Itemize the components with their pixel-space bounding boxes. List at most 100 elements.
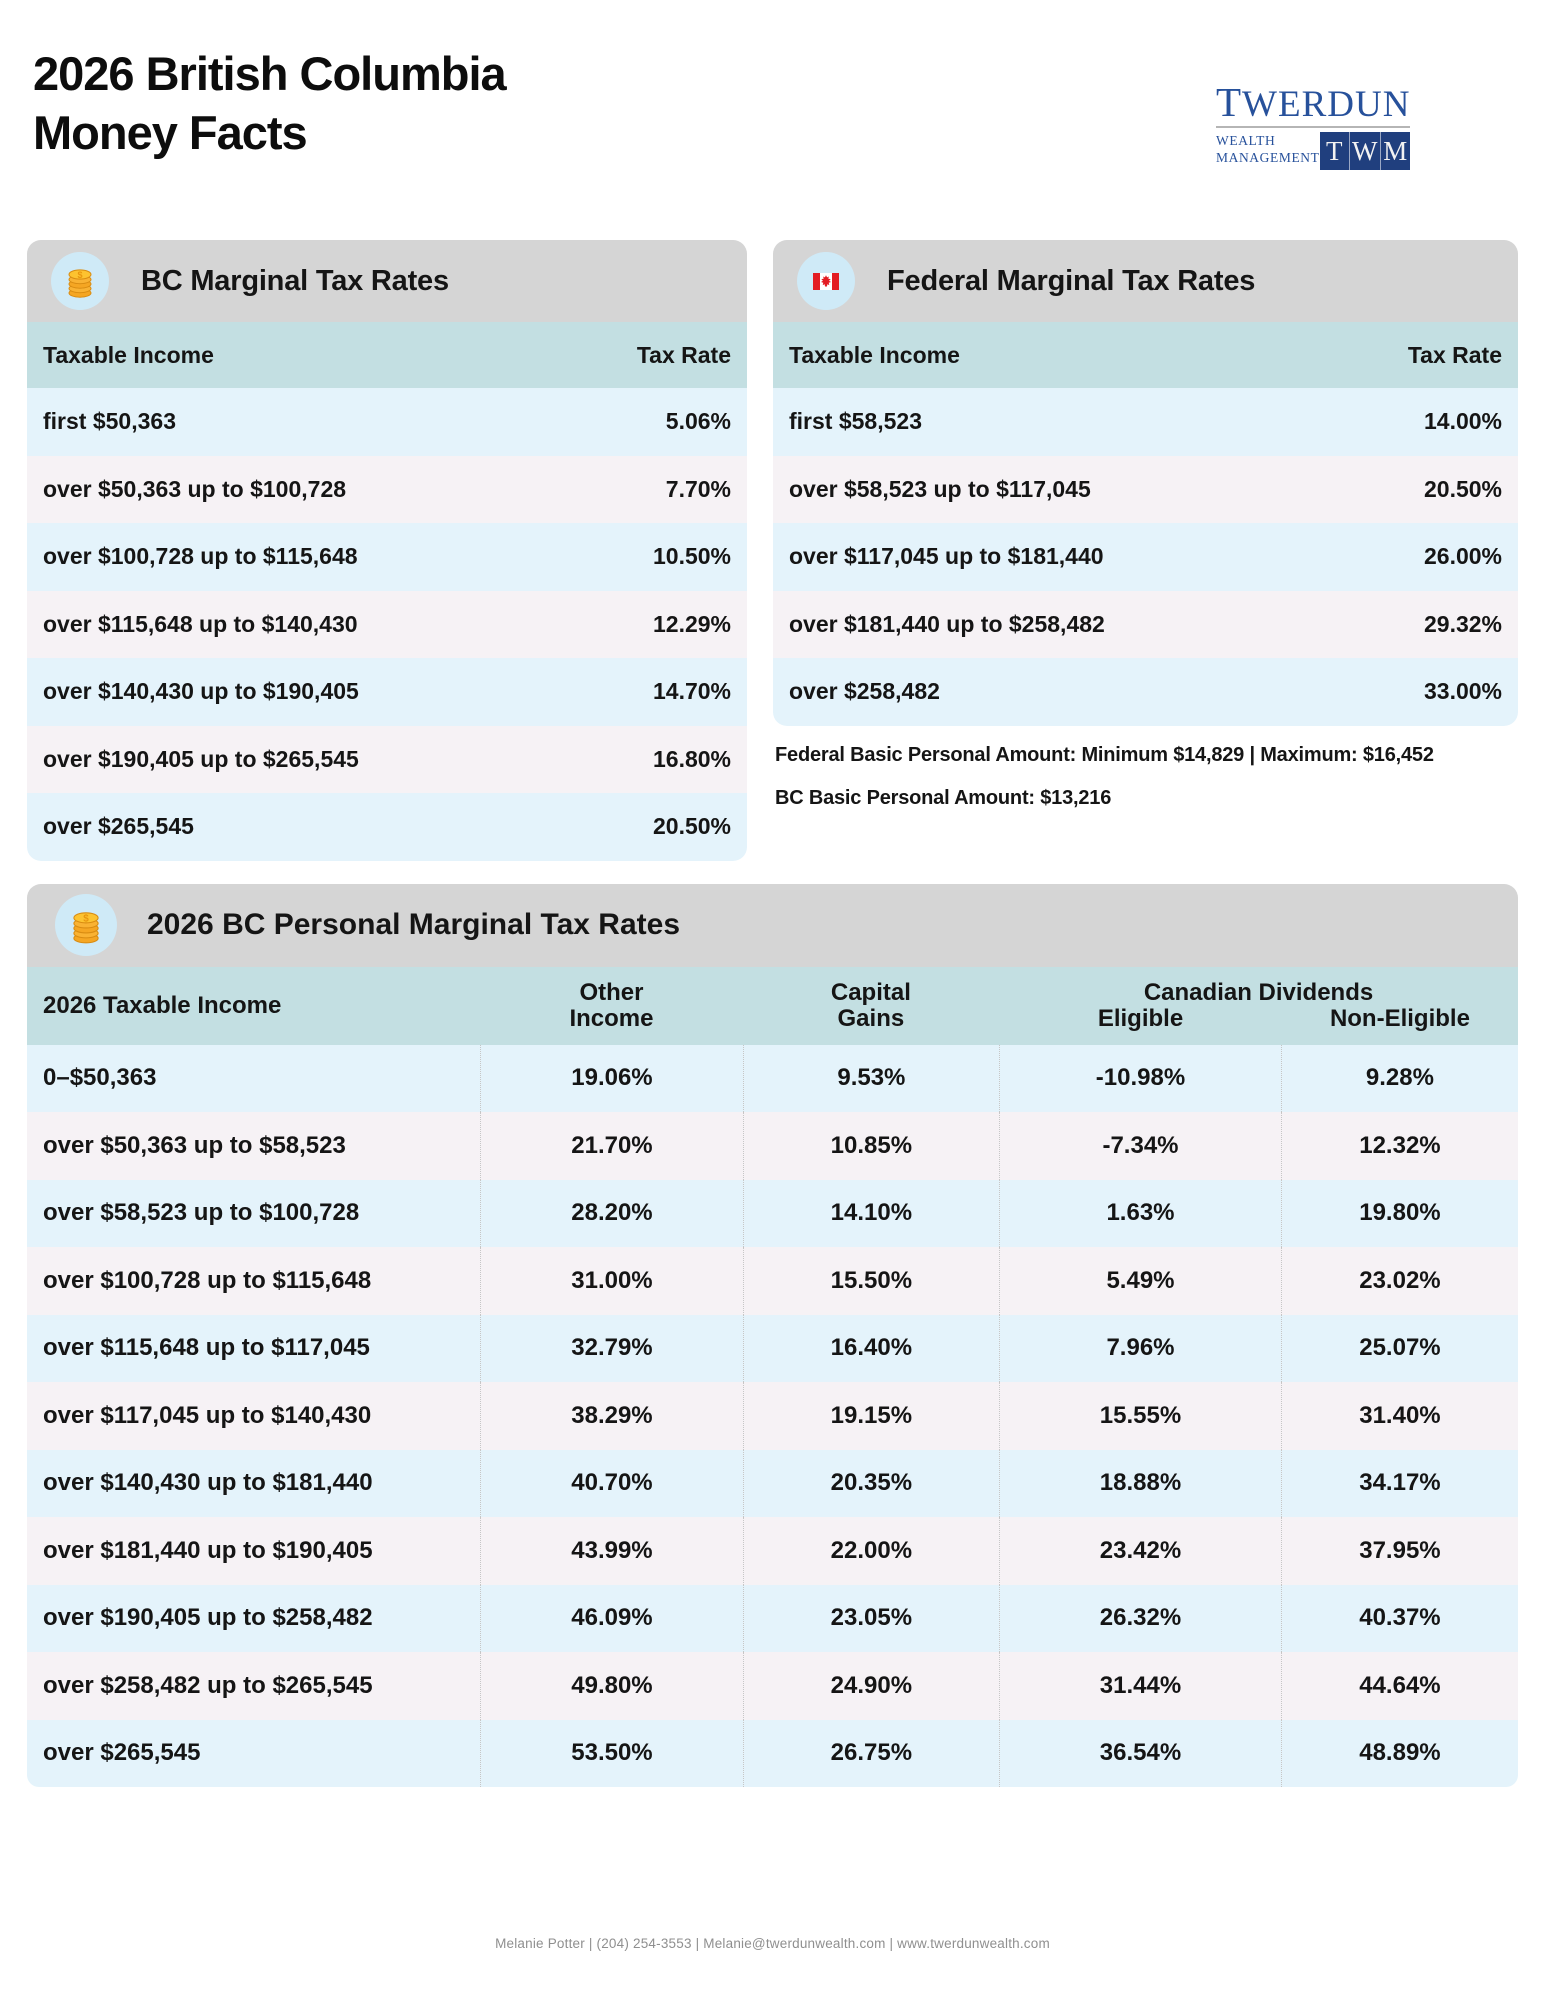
income-range: 0–$50,363	[43, 1064, 157, 1092]
income-range: over $115,648 up to $117,045	[43, 1334, 370, 1362]
income-range: over $181,440 up to $258,482	[789, 610, 1105, 637]
tax-rate-value: 12.29%	[652, 610, 731, 637]
logo-monogram-w: W	[1349, 132, 1380, 170]
income-range: over $50,363 up to $58,523	[43, 1131, 346, 1159]
table-row: over $115,648 up to $140,430 12.29%	[27, 590, 747, 658]
table-row: over $117,045 up to $140,430 38.29% 19.1…	[27, 1382, 1518, 1450]
logo-initial: T	[1216, 79, 1243, 125]
eligible-dividend-rate: 31.44%	[999, 1652, 1281, 1720]
federal-table-title: Federal Marginal Tax Rates	[887, 264, 1256, 297]
other-income-rate: 19.06%	[480, 1044, 742, 1112]
income-range: over $58,523 up to $100,728	[43, 1199, 360, 1227]
table-row: over $190,405 up to $258,482 46.09% 23.0…	[27, 1584, 1518, 1652]
table-row: over $190,405 up to $265,545 16.80%	[27, 725, 747, 793]
table-row: first $50,363 5.06%	[27, 388, 747, 456]
income-range: first $50,363	[43, 408, 176, 435]
canada-flag-icon	[797, 252, 855, 310]
other-income-rate: 53.50%	[480, 1719, 742, 1787]
noneligible-dividend-rate: 48.89%	[1280, 1719, 1518, 1787]
logo-subtitle-line1: WEALTH	[1216, 133, 1276, 148]
other-income-rate: 40.70%	[480, 1449, 742, 1517]
noneligible-dividend-rate: 40.37%	[1280, 1584, 1518, 1652]
personal-col-noneligible: Non-Eligible	[1329, 1004, 1470, 1032]
table-row: first $58,523 14.00%	[773, 388, 1518, 456]
eligible-dividend-rate: -7.34%	[999, 1112, 1281, 1180]
table-row: over $58,523 up to $100,728 28.20% 14.10…	[27, 1179, 1518, 1247]
federal-column: Federal Marginal Tax Rates Taxable Incom…	[773, 240, 1518, 829]
income-range: over $100,728 up to $115,648	[43, 1266, 372, 1294]
table-row: over $50,363 up to $58,523 21.70% 10.85%…	[27, 1112, 1518, 1180]
tax-rate-value: 33.00%	[1423, 678, 1502, 705]
other-income-rate: 46.09%	[480, 1584, 742, 1652]
capital-gains-rate: 10.85%	[742, 1112, 999, 1180]
personal-marginal-tax-table: $ 2026 BC Personal Marginal Tax Rates 20…	[27, 883, 1518, 1787]
other-income-rate: 38.29%	[480, 1382, 742, 1450]
noneligible-dividend-rate: 25.07%	[1280, 1314, 1518, 1382]
capital-gains-rate: 19.15%	[742, 1382, 999, 1450]
noneligible-dividend-rate: 19.80%	[1280, 1179, 1518, 1247]
page-title-line2: Money Facts	[33, 106, 308, 159]
federal-column-headers: Taxable Income Tax Rate	[773, 322, 1518, 388]
tax-rate-value: 14.00%	[1423, 408, 1502, 435]
table-row: over $115,648 up to $117,045 32.79% 16.4…	[27, 1314, 1518, 1382]
noneligible-dividend-rate: 9.28%	[1280, 1044, 1518, 1112]
personal-col-other-income: Other Income	[569, 978, 654, 1032]
income-range: over $190,405 up to $265,545	[43, 745, 359, 772]
income-range: over $190,405 up to $258,482	[43, 1604, 373, 1632]
eligible-dividend-rate: 26.32%	[999, 1584, 1281, 1652]
table-row: 0–$50,363 19.06% 9.53% -10.98% 9.28%	[27, 1044, 1518, 1112]
bc-table-rows: first $50,363 5.06% over $50,363 up to $…	[27, 388, 747, 861]
tax-rate-value: 5.06%	[665, 408, 731, 435]
eligible-dividend-rate: 15.55%	[999, 1382, 1281, 1450]
logo-divider	[1216, 126, 1410, 128]
income-range: first $58,523	[789, 408, 922, 435]
capital-gains-rate: 20.35%	[742, 1449, 999, 1517]
bc-table-title: BC Marginal Tax Rates	[141, 264, 449, 297]
page-title-line1: 2026 British Columbia	[33, 47, 507, 100]
bc-col-taxable-income: Taxable Income	[43, 341, 214, 368]
logo-wordmark-rest: WERDUN	[1242, 84, 1411, 125]
logo-subtitle: WEALTH MANAGEMENT	[1216, 132, 1320, 166]
capital-gains-rate: 23.05%	[742, 1584, 999, 1652]
capital-gains-rate: 22.00%	[742, 1517, 999, 1585]
table-row: over $100,728 up to $115,648 10.50%	[27, 523, 747, 591]
federal-marginal-tax-table: Federal Marginal Tax Rates Taxable Incom…	[773, 240, 1518, 726]
tax-rate-value: 16.80%	[652, 745, 731, 772]
table-row: over $58,523 up to $117,045 20.50%	[773, 455, 1518, 523]
other-income-rate: 31.00%	[480, 1247, 742, 1315]
bc-table-header: $ BC Marginal Tax Rates	[27, 240, 747, 322]
noneligible-dividend-rate: 31.40%	[1280, 1382, 1518, 1450]
federal-table-header: Federal Marginal Tax Rates	[773, 240, 1518, 322]
noneligible-dividend-rate: 12.32%	[1280, 1112, 1518, 1180]
bc-basic-personal-amount-note: BC Basic Personal Amount: $13,216	[775, 786, 1112, 809]
other-income-rate: 28.20%	[480, 1179, 742, 1247]
income-range: over $58,523 up to $117,045	[789, 475, 1091, 502]
svg-text:$: $	[77, 270, 82, 280]
federal-table-rows: first $58,523 14.00% over $58,523 up to …	[773, 388, 1518, 726]
income-range: over $140,430 up to $181,440	[43, 1469, 373, 1497]
eligible-dividend-rate: 5.49%	[999, 1247, 1281, 1315]
income-range: over $265,545	[43, 1739, 201, 1767]
personal-column-headers: 2026 Taxable Income Other Income Capital…	[27, 966, 1518, 1045]
table-row: over $265,545 20.50%	[27, 793, 747, 861]
logo-wordmark: TWERDUN	[1216, 82, 1411, 125]
bc-col-tax-rate: Tax Rate	[636, 341, 731, 368]
bc-marginal-tax-table: $ BC Marginal Tax Rates Taxable Income T…	[27, 240, 747, 861]
other-income-rate: 43.99%	[480, 1517, 742, 1585]
coins-icon: $	[51, 252, 109, 310]
noneligible-dividend-rate: 37.95%	[1280, 1517, 1518, 1585]
income-range: over $115,648 up to $140,430	[43, 610, 358, 637]
table-row: over $117,045 up to $181,440 26.00%	[773, 523, 1518, 591]
noneligible-dividend-rate: 23.02%	[1280, 1247, 1518, 1315]
capital-gains-rate: 24.90%	[742, 1652, 999, 1720]
income-range: over $258,482	[789, 678, 940, 705]
tax-rate-value: 20.50%	[1423, 475, 1502, 502]
capital-gains-rate: 14.10%	[742, 1179, 999, 1247]
logo-monogram-m: M	[1379, 132, 1411, 170]
other-income-rate: 21.70%	[480, 1112, 742, 1180]
table-row: over $100,728 up to $115,648 31.00% 15.5…	[27, 1247, 1518, 1315]
table-row: over $258,482 33.00%	[773, 658, 1518, 726]
eligible-dividend-rate: 1.63%	[999, 1179, 1281, 1247]
content-area: $ BC Marginal Tax Rates Taxable Income T…	[27, 240, 1518, 1787]
